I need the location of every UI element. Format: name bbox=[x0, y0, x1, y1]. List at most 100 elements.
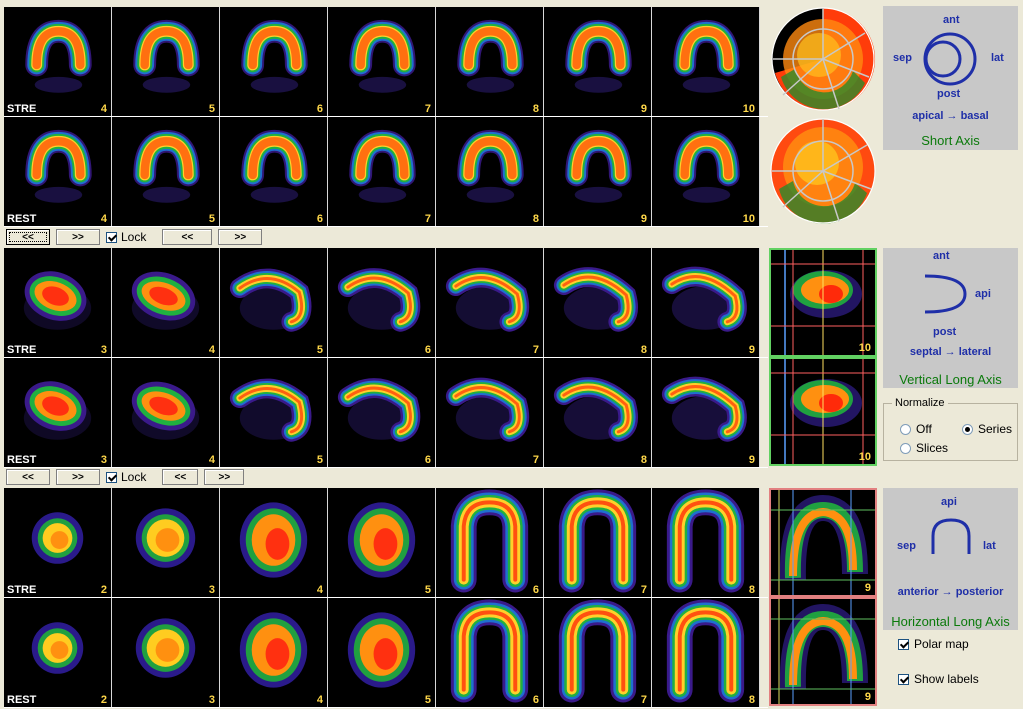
slice-cell[interactable]: 8 bbox=[544, 358, 652, 467]
previous-button[interactable]: << bbox=[6, 469, 50, 485]
hla-horseshoe-icon bbox=[931, 518, 971, 554]
slice-cell[interactable]: 7 bbox=[328, 117, 436, 226]
slice-cell[interactable]: 9 bbox=[652, 358, 760, 467]
hla-stress-reference-slice[interactable]: 9 bbox=[769, 488, 877, 597]
orientation-right-label: api bbox=[975, 288, 991, 300]
orientation-direction: apical → basal bbox=[912, 110, 989, 122]
slice-cell[interactable]: 5 bbox=[328, 488, 436, 597]
slice-cell[interactable]: 9 bbox=[652, 248, 760, 357]
slice-cell[interactable]: 4 bbox=[220, 598, 328, 707]
slice-cell[interactable]: 5 bbox=[112, 7, 220, 116]
slice-cell[interactable]: 3 bbox=[112, 488, 220, 597]
normalize-series-radio[interactable] bbox=[962, 424, 973, 435]
slice-cell[interactable]: REST 3 bbox=[4, 358, 112, 467]
next-button-2[interactable]: >> bbox=[218, 229, 263, 245]
slice-number: 3 bbox=[208, 584, 215, 596]
slice-cell[interactable]: 8 bbox=[436, 117, 544, 226]
hla-rest-reference-image bbox=[771, 599, 875, 704]
next-button-2[interactable]: >> bbox=[204, 469, 245, 485]
slice-number: 6 bbox=[424, 344, 431, 356]
slice-cell[interactable]: 8 bbox=[544, 248, 652, 357]
lock-checkbox[interactable] bbox=[106, 231, 117, 243]
slice-cell[interactable]: REST 4 bbox=[4, 117, 112, 226]
polar-map-stress[interactable] bbox=[769, 7, 877, 116]
slice-number: 9 bbox=[640, 213, 647, 225]
normalize-off-label: Off bbox=[916, 422, 932, 436]
slice-image bbox=[239, 502, 308, 578]
slice-cell[interactable]: 5 bbox=[220, 358, 328, 467]
vla-rest-reference-slice[interactable]: 10 bbox=[769, 357, 877, 466]
polar-map-checkbox[interactable] bbox=[898, 639, 909, 650]
hla-stress-row: STRE 2 3 4 5 6 7 8 bbox=[4, 488, 768, 598]
slice-number: 9 bbox=[748, 344, 755, 356]
slice-number: 7 bbox=[532, 454, 539, 466]
slice-cell[interactable]: 5 bbox=[112, 117, 220, 226]
normalize-off-radio[interactable] bbox=[900, 424, 911, 435]
slice-image bbox=[349, 19, 416, 93]
previous-button[interactable]: << bbox=[6, 229, 50, 245]
vla-stress-reference-image bbox=[771, 250, 875, 355]
slice-cell[interactable]: STRE 4 bbox=[4, 7, 112, 116]
slice-image bbox=[25, 19, 92, 93]
slice-cell[interactable]: 4 bbox=[112, 248, 220, 357]
slice-cell[interactable]: 6 bbox=[328, 248, 436, 357]
slice-cell[interactable]: 8 bbox=[436, 7, 544, 116]
slice-cell[interactable]: 3 bbox=[112, 598, 220, 707]
slice-cell[interactable]: 7 bbox=[328, 7, 436, 116]
slice-cell[interactable]: 6 bbox=[436, 598, 544, 707]
slice-image bbox=[229, 268, 312, 332]
show-labels-checkbox[interactable] bbox=[898, 674, 909, 685]
show-labels-label: Show labels bbox=[914, 672, 979, 686]
slice-cell[interactable]: 7 bbox=[544, 598, 652, 707]
slice-image bbox=[337, 268, 421, 332]
orientation-direction: anterior → posterior bbox=[897, 586, 1004, 598]
slice-cell[interactable]: 6 bbox=[220, 7, 328, 116]
slice-cell[interactable]: 10 bbox=[652, 7, 760, 116]
slice-cell[interactable]: 5 bbox=[328, 598, 436, 707]
slice-cell[interactable]: STRE 3 bbox=[4, 248, 112, 357]
slice-image bbox=[457, 19, 524, 93]
normalize-slices-radio[interactable] bbox=[900, 443, 911, 454]
slice-number: 3 bbox=[100, 454, 107, 466]
slice-number: 7 bbox=[640, 584, 647, 596]
slice-cell[interactable]: 8 bbox=[652, 598, 760, 707]
slice-number: 5 bbox=[316, 454, 323, 466]
slice-cell[interactable]: 9 bbox=[544, 7, 652, 116]
lock-checkbox[interactable] bbox=[106, 471, 117, 483]
hla-title: Horizontal Long Axis bbox=[891, 614, 1010, 629]
next-button[interactable]: >> bbox=[56, 229, 100, 245]
polar-map-rest[interactable] bbox=[769, 117, 877, 226]
vla-rest-reference-number: 10 bbox=[858, 451, 871, 463]
previous-button-2[interactable]: << bbox=[162, 229, 213, 245]
slice-cell[interactable]: 6 bbox=[328, 358, 436, 467]
slice-cell[interactable]: 4 bbox=[112, 358, 220, 467]
slice-cell[interactable]: 6 bbox=[220, 117, 328, 226]
slice-image bbox=[553, 267, 638, 332]
slice-cell[interactable]: 8 bbox=[652, 488, 760, 597]
slice-number: 10 bbox=[742, 103, 755, 115]
vla-stress-reference-slice[interactable]: 10 bbox=[769, 248, 877, 357]
slice-cell[interactable]: STRE 2 bbox=[4, 488, 112, 597]
slice-image bbox=[31, 622, 84, 674]
slice-cell[interactable]: 4 bbox=[220, 488, 328, 597]
slice-image bbox=[347, 612, 416, 688]
slice-cell[interactable]: 7 bbox=[436, 358, 544, 467]
slice-number: 8 bbox=[640, 454, 647, 466]
hla-rest-reference-slice[interactable]: 9 bbox=[769, 597, 877, 706]
normalize-series-label: Series bbox=[978, 422, 1013, 436]
slice-cell[interactable]: 10 bbox=[652, 117, 760, 226]
normalize-title: Normalize bbox=[892, 397, 948, 409]
previous-button-2[interactable]: << bbox=[162, 469, 199, 485]
slice-cell[interactable]: 6 bbox=[436, 488, 544, 597]
slice-cell[interactable]: 5 bbox=[220, 248, 328, 357]
slice-cell[interactable]: 7 bbox=[544, 488, 652, 597]
polar-map-stress-image bbox=[771, 7, 876, 111]
slice-cell[interactable]: REST 2 bbox=[4, 598, 112, 707]
slice-cell[interactable]: 7 bbox=[436, 248, 544, 357]
slice-cell[interactable]: 9 bbox=[544, 117, 652, 226]
short-axis-orientation-panel: ant sep lat post apical → basal Short Ax… bbox=[883, 6, 1018, 150]
next-button[interactable]: >> bbox=[56, 469, 100, 485]
slice-number: 7 bbox=[424, 103, 431, 115]
orientation-left-label: sep bbox=[897, 540, 916, 552]
vla-orientation-panel: ant api post septal → lateral Vertical L… bbox=[883, 248, 1018, 388]
